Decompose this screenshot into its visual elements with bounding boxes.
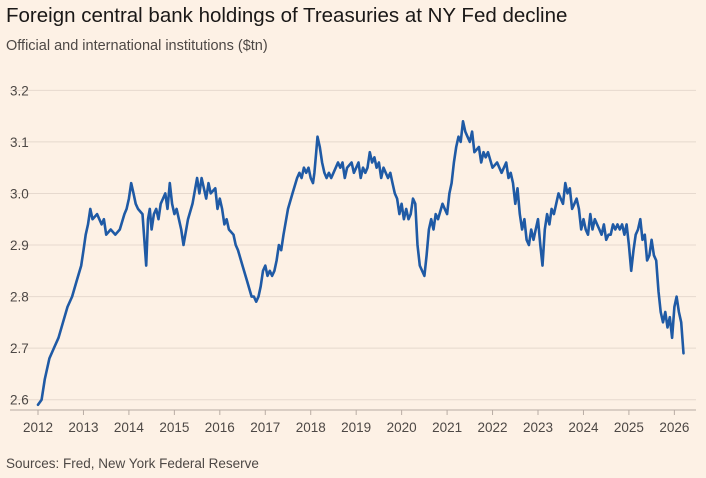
chart-subtitle: Official and international institutions … (6, 38, 268, 54)
x-tick-label: 2023 (523, 420, 553, 435)
x-tick-label: 2025 (614, 420, 644, 435)
x-tick-label: 2012 (23, 420, 53, 435)
series-layer (36, 120, 685, 407)
x-tick-label: 2024 (568, 420, 599, 435)
x-axis: 2012 2013 2014 2015 2016 2017 2018 2019 2020 2021… (10, 409, 696, 435)
x-tick-label: 2017 (250, 420, 280, 435)
series-line (36, 120, 685, 407)
y-tick-label: 2.7 (10, 341, 29, 356)
y-tick-label: 2.6 (10, 393, 29, 408)
x-tick-label: 2018 (296, 420, 326, 435)
y-tick-label: 3.0 (10, 186, 29, 201)
x-tick-label: 2019 (341, 420, 371, 435)
y-tick-label: 3.1 (10, 135, 29, 150)
x-tick-label: 2021 (432, 420, 462, 435)
y-axis: 2.6 2.7 2.8 2.9 3.0 3.1 3.2 (10, 83, 29, 407)
y-tick-label: 2.9 (10, 238, 29, 253)
x-tick-label: 2022 (478, 420, 508, 435)
x-tick-label: 2016 (205, 420, 235, 435)
x-tick-label: 2015 (159, 420, 189, 435)
y-tick-label: 2.8 (10, 290, 29, 305)
x-tick-label: 2013 (68, 420, 98, 435)
x-tick-label: 2020 (387, 420, 417, 435)
x-tick-label: 2026 (659, 420, 689, 435)
gridlines (10, 89, 696, 401)
chart-title: Foreign central bank holdings of Treasur… (6, 4, 568, 27)
y-tick-label: 3.2 (10, 83, 29, 98)
source-note: Sources: Fred, New York Federal Reserve (6, 456, 259, 471)
x-tick-label: 2014 (114, 420, 145, 435)
